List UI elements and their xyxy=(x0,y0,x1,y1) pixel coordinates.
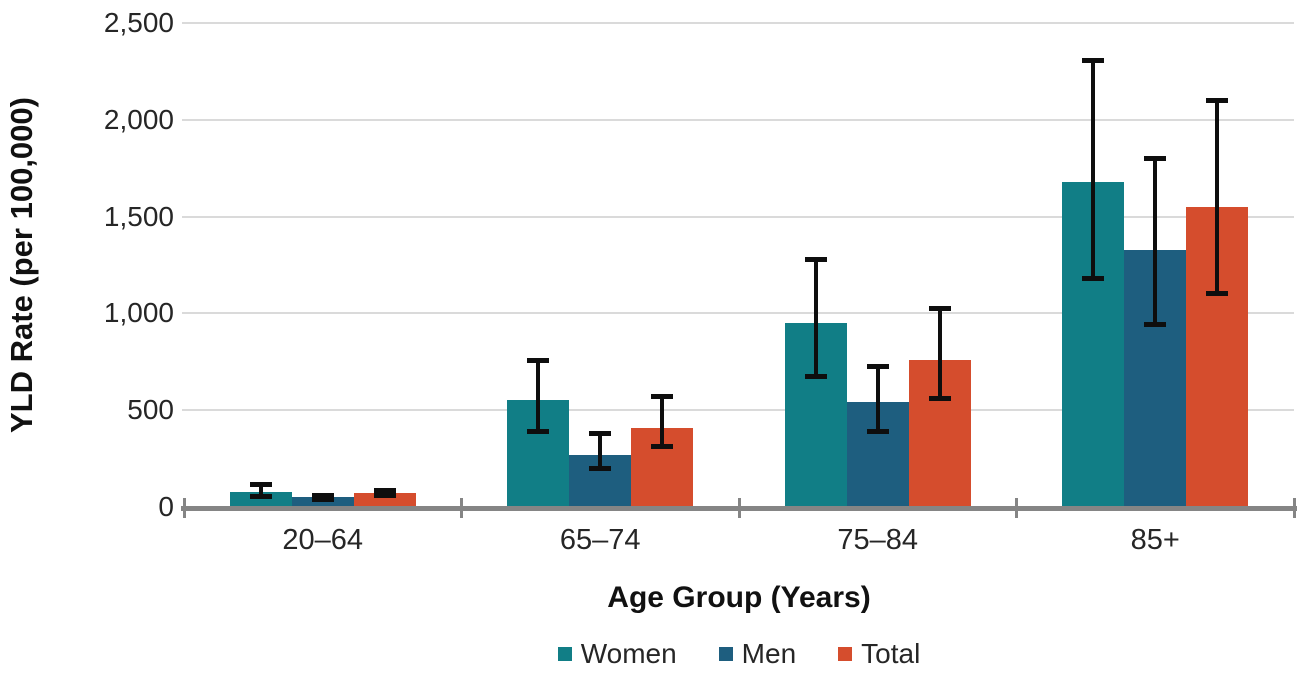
y-tick-label-1500: 1,500 xyxy=(103,200,174,232)
legend-item-women: Women xyxy=(557,638,677,670)
x-tick-label-85: 85+ xyxy=(1130,524,1180,556)
error-bar-cap-top xyxy=(928,305,951,311)
x-axis-tick xyxy=(182,498,186,518)
error-bar-total-85 xyxy=(1206,97,1229,296)
y-tick-label-500: 500 xyxy=(127,394,174,426)
error-bar-cap-top xyxy=(1144,155,1167,161)
legend: Women Men Total xyxy=(184,638,1294,670)
error-bar-women-65-74 xyxy=(527,357,550,435)
error-bar-line xyxy=(258,481,263,500)
legend-item-total: Total xyxy=(838,638,920,670)
error-bar-cap-top xyxy=(249,481,272,487)
x-axis-tick xyxy=(460,498,463,518)
error-bar-cap-top xyxy=(373,487,396,493)
bar-group-75-84 xyxy=(739,23,1017,507)
legend-item-men: Men xyxy=(718,638,797,670)
error-bar-women-85 xyxy=(1082,57,1105,282)
error-bar-cap-bottom xyxy=(804,374,827,380)
error-bar-cap-top xyxy=(527,357,550,363)
x-axis-tick xyxy=(1292,498,1296,518)
x-tick-label-20-64: 20–64 xyxy=(282,524,364,556)
x-tick-label-75-84: 75–84 xyxy=(837,524,919,556)
error-bar-cap-bottom xyxy=(527,429,550,435)
error-bar-total-65-74 xyxy=(651,393,674,449)
error-bar-women-75-84 xyxy=(804,257,827,380)
bar-group-20-64 xyxy=(184,23,462,507)
legend-swatch-men xyxy=(718,647,733,661)
gridline-1000 xyxy=(182,312,1294,315)
error-bar-total-20-64 xyxy=(373,487,396,499)
error-bar-cap-bottom xyxy=(373,493,396,499)
error-bar-line xyxy=(1091,57,1096,282)
legend-label-men: Men xyxy=(741,638,797,669)
error-bar-line xyxy=(1153,155,1158,327)
error-bar-cap-bottom xyxy=(249,494,272,500)
y-tick-label-2500: 2,500 xyxy=(103,7,174,38)
error-bar-cap-top xyxy=(311,493,334,499)
error-bar-cap-top xyxy=(651,393,674,399)
error-bar-cap-top xyxy=(1082,57,1105,63)
plot-area xyxy=(181,22,1297,518)
y-tick-label-1000: 1,000 xyxy=(103,297,174,329)
bar-group-85 xyxy=(1017,23,1295,507)
legend-swatch-total xyxy=(838,647,853,661)
error-bar-line xyxy=(536,357,541,435)
gridline-500 xyxy=(182,409,1294,412)
error-bar-line xyxy=(937,305,942,401)
error-bar-cap-top xyxy=(589,430,612,436)
error-bar-men-75-84 xyxy=(866,363,889,435)
error-bar-cap-bottom xyxy=(1082,276,1105,282)
error-bar-line xyxy=(1215,97,1220,296)
error-bar-cap-top xyxy=(804,257,827,263)
x-axis-title: Age Group (Years) xyxy=(607,581,871,614)
error-bar-cap-bottom xyxy=(1144,321,1167,327)
error-bar-cap-bottom xyxy=(311,497,334,503)
y-tick-label-2000: 2,000 xyxy=(103,103,174,135)
error-bar-men-85 xyxy=(1144,155,1167,327)
error-bar-cap-bottom xyxy=(589,466,612,472)
error-bar-cap-bottom xyxy=(651,443,674,449)
error-bar-line xyxy=(598,430,603,472)
error-bar-total-75-84 xyxy=(928,305,951,401)
error-bar-women-20-64 xyxy=(249,481,272,500)
bar-total-20-64 xyxy=(353,493,416,507)
error-bar-line xyxy=(660,393,665,449)
error-bar-men-65-74 xyxy=(589,430,612,472)
y-axis-title: YLD Rate (per 100,000) xyxy=(4,97,39,433)
error-bar-cap-bottom xyxy=(928,395,951,401)
error-bar-line xyxy=(875,363,880,435)
bar-group-65-74 xyxy=(462,23,740,507)
x-axis-tick xyxy=(1015,498,1018,518)
error-bar-line xyxy=(813,257,818,380)
error-bar-cap-top xyxy=(866,363,889,369)
error-bar-men-20-64 xyxy=(311,493,334,503)
legend-label-women: Women xyxy=(580,638,677,669)
legend-swatch-women xyxy=(557,647,572,661)
x-axis-tick xyxy=(737,498,741,518)
gridline-2500 xyxy=(182,22,1294,24)
x-tick-label-65-74: 65–74 xyxy=(559,524,641,556)
error-bar-cap-bottom xyxy=(1206,290,1229,296)
gridline-2000 xyxy=(182,118,1294,121)
y-tick-label-0: 0 xyxy=(158,491,174,522)
legend-label-total: Total xyxy=(861,638,921,669)
error-bar-cap-top xyxy=(1206,97,1229,103)
error-bar-cap-bottom xyxy=(866,429,889,435)
gridline-1500 xyxy=(182,215,1294,218)
error-bar-line xyxy=(382,487,387,499)
